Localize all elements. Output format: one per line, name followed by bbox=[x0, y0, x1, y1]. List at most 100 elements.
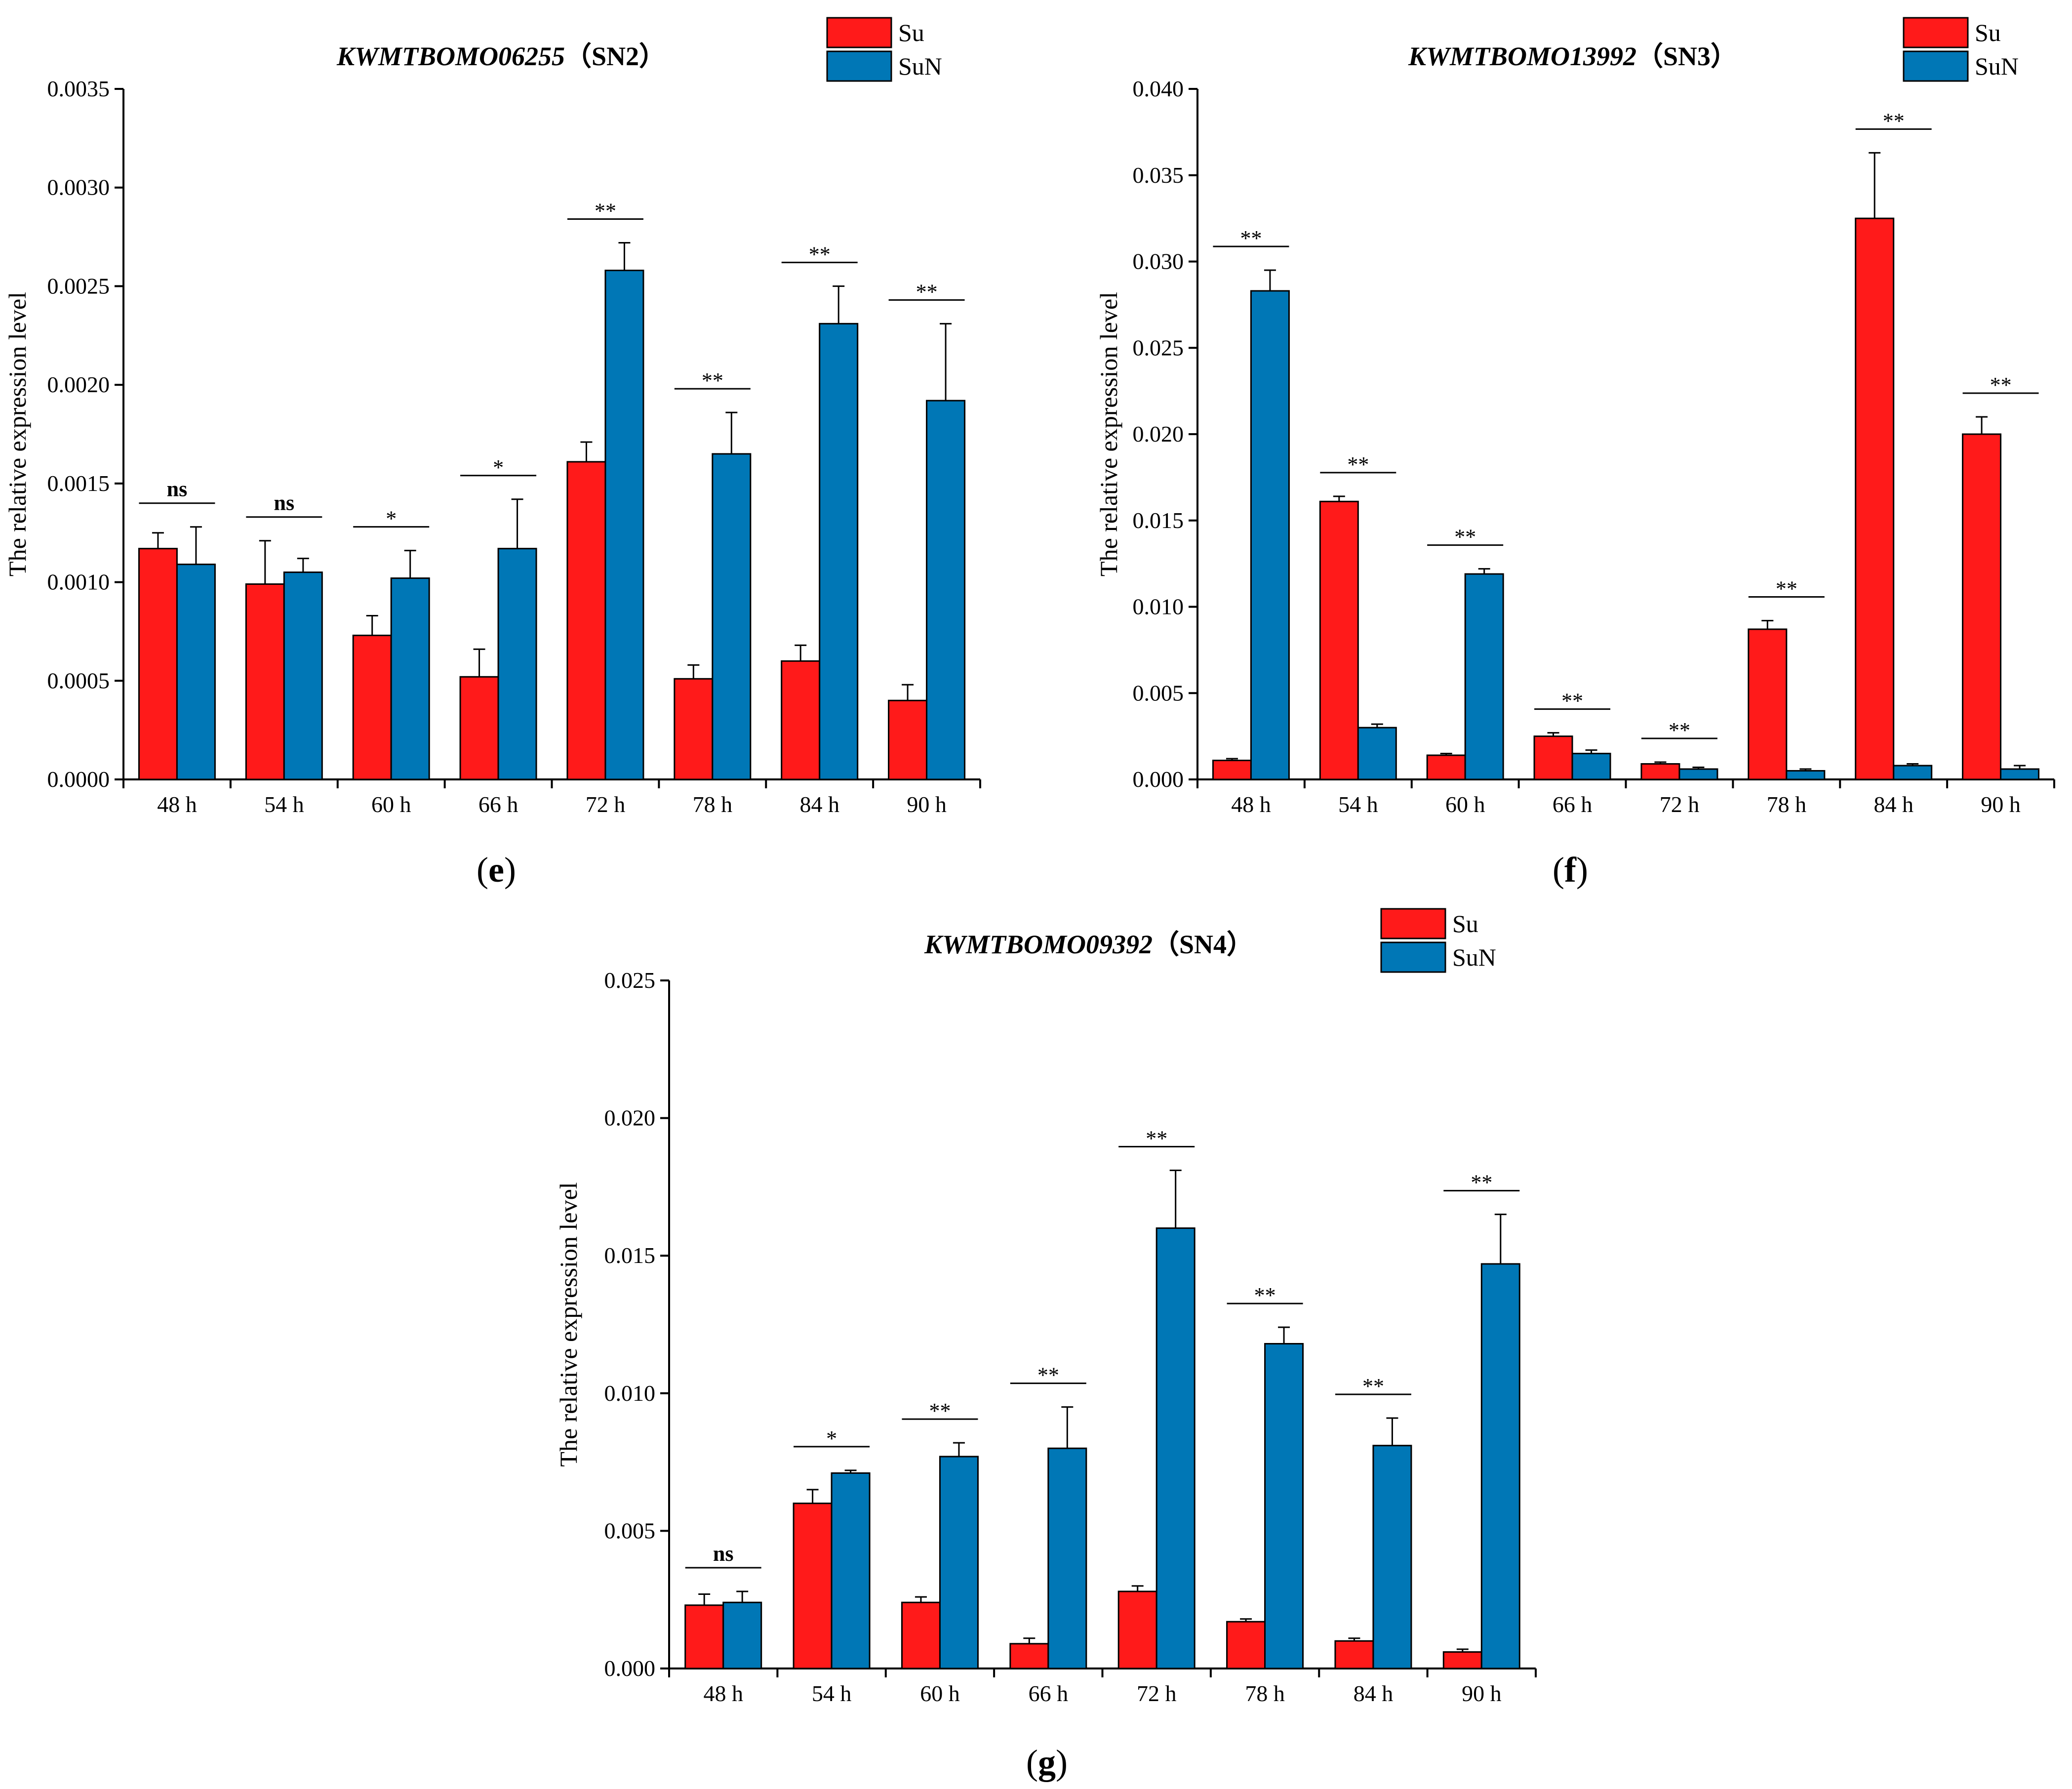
y-tick-label: 0.015 bbox=[604, 1243, 656, 1268]
y-tick-label: 0.0010 bbox=[47, 569, 110, 595]
bar-sun bbox=[1786, 770, 1826, 780]
bar-su bbox=[1533, 735, 1573, 780]
significance-label: ** bbox=[1347, 452, 1369, 477]
legend-label-su: Su bbox=[1975, 19, 2001, 46]
y-axis-title: The relative expression level bbox=[1095, 292, 1122, 576]
bar-su bbox=[245, 583, 285, 780]
legend-label-sun: SuN bbox=[1452, 943, 1496, 971]
panel-label-close-paren: ) bbox=[1576, 850, 1588, 890]
chart-e: KWMTBOMO06255（SN2） Su SuN 0.0000 0.0005 0.001… bbox=[3, 17, 981, 890]
x-tick-label: 48 h bbox=[703, 1681, 743, 1706]
panel-label-letter: g bbox=[1038, 1743, 1056, 1782]
significance-label: ns bbox=[713, 1542, 734, 1566]
significance-label: ns bbox=[274, 491, 295, 515]
significance-label: ** bbox=[1254, 1283, 1276, 1307]
panel-label-close-paren: ) bbox=[1056, 1743, 1068, 1782]
significance-label: ** bbox=[1240, 226, 1262, 250]
bar-su bbox=[684, 1604, 724, 1669]
chart-title-gene: KWMTBOMO13992 bbox=[1408, 41, 1636, 71]
y-tick-label: 0.000 bbox=[604, 1656, 656, 1681]
x-tick-label: 84 h bbox=[799, 792, 839, 817]
bar-sun bbox=[390, 577, 430, 780]
legend-label-sun: SuN bbox=[898, 52, 942, 80]
x-tick-label: 54 h bbox=[812, 1681, 852, 1706]
y-tick-label: 0.005 bbox=[1133, 680, 1184, 705]
significance-label: ** bbox=[595, 199, 616, 223]
y-tick-label: 0.010 bbox=[604, 1381, 656, 1406]
significance-label: ** bbox=[1362, 1374, 1384, 1398]
bar-sun bbox=[283, 571, 323, 780]
bar-sun bbox=[1893, 765, 1933, 780]
x-tick-label: 90 h bbox=[1462, 1681, 1502, 1706]
y-tick-label: 0.0035 bbox=[47, 76, 110, 101]
y-tick-label: 0.015 bbox=[1133, 508, 1184, 533]
significance-label: ** bbox=[916, 280, 938, 304]
x-tick-label: 48 h bbox=[1231, 792, 1271, 817]
chart-title-suffix: （SN3） bbox=[1636, 41, 1737, 71]
significance-label: ** bbox=[1776, 576, 1797, 601]
bar-su bbox=[138, 548, 178, 780]
y-tick-label: 0.0025 bbox=[47, 273, 110, 298]
x-tick-label: 90 h bbox=[1981, 792, 2021, 817]
significance-label: ** bbox=[702, 368, 723, 393]
significance-label: ** bbox=[1990, 373, 2012, 397]
panel-label: (f) bbox=[1553, 850, 1588, 890]
chart-title-gene: KWMTBOMO09392 bbox=[924, 930, 1153, 959]
y-tick-label: 0.000 bbox=[1133, 767, 1184, 792]
x-tick-label: 78 h bbox=[1767, 792, 1807, 817]
x-tick-label: 84 h bbox=[1354, 1681, 1394, 1706]
bar-sun bbox=[1464, 573, 1504, 780]
x-tick-label: 54 h bbox=[1338, 792, 1378, 817]
y-tick-label: 0.0005 bbox=[47, 668, 110, 693]
legend-label-su: Su bbox=[1452, 910, 1478, 937]
bar-sun bbox=[712, 453, 752, 780]
y-tick-label: 0.035 bbox=[1133, 163, 1184, 188]
bar-su bbox=[1226, 1621, 1266, 1669]
x-tick-label: 84 h bbox=[1873, 792, 1913, 817]
legend-swatch-su bbox=[1380, 908, 1446, 939]
y-tick-label: 0.0020 bbox=[47, 372, 110, 397]
bar-su bbox=[1855, 217, 1895, 780]
bar-sun bbox=[1047, 1447, 1087, 1669]
bar-su bbox=[781, 660, 821, 780]
significance-label: ** bbox=[929, 1399, 951, 1423]
bar-su bbox=[1334, 1640, 1374, 1669]
chart-title-suffix: （SN4） bbox=[1153, 930, 1253, 959]
significance-label: ** bbox=[1454, 525, 1476, 549]
bar-su bbox=[1962, 433, 2002, 780]
bar-su bbox=[459, 676, 499, 780]
legend-swatch-su bbox=[1903, 17, 1969, 48]
chart-title: KWMTBOMO06255（SN2） bbox=[336, 41, 666, 71]
bar-su bbox=[1319, 500, 1359, 780]
bar-sun bbox=[1571, 753, 1611, 780]
x-tick-label: 78 h bbox=[1245, 1681, 1285, 1706]
bar-sun bbox=[176, 564, 216, 780]
y-tick-label: 0.010 bbox=[1133, 594, 1184, 619]
chart-g: KWMTBOMO09392（SN4） Su SuN 0.000 0.005 0.010 0.… bbox=[555, 908, 1537, 1782]
x-tick-label: 72 h bbox=[1660, 792, 1700, 817]
bar-sun bbox=[939, 1456, 979, 1669]
x-tick-label: 54 h bbox=[264, 792, 304, 817]
legend-swatch-su bbox=[826, 17, 892, 48]
legend-label-su: Su bbox=[898, 19, 924, 46]
bar-su bbox=[901, 1601, 941, 1669]
y-tick-label: 0.020 bbox=[1133, 421, 1184, 447]
significance-label: ** bbox=[1037, 1363, 1059, 1387]
bar-su bbox=[888, 699, 928, 780]
x-tick-label: 48 h bbox=[157, 792, 197, 817]
legend-label-sun: SuN bbox=[1975, 52, 2019, 80]
x-tick-label: 66 h bbox=[1553, 792, 1593, 817]
bar-sun bbox=[1480, 1263, 1520, 1669]
x-tick-label: 60 h bbox=[371, 792, 411, 817]
x-tick-label: 72 h bbox=[1137, 1681, 1177, 1706]
bar-sun bbox=[926, 400, 966, 780]
bar-su bbox=[1117, 1590, 1157, 1669]
bar-su bbox=[1212, 760, 1252, 780]
panel-label: (e) bbox=[477, 850, 516, 890]
x-tick-label: 60 h bbox=[1445, 792, 1485, 817]
bar-su bbox=[674, 678, 714, 780]
panel-label-close-paren: ) bbox=[504, 850, 516, 890]
panel-label-letter: e bbox=[488, 850, 504, 890]
significance-label: ** bbox=[1561, 689, 1583, 713]
x-tick-label: 72 h bbox=[586, 792, 626, 817]
